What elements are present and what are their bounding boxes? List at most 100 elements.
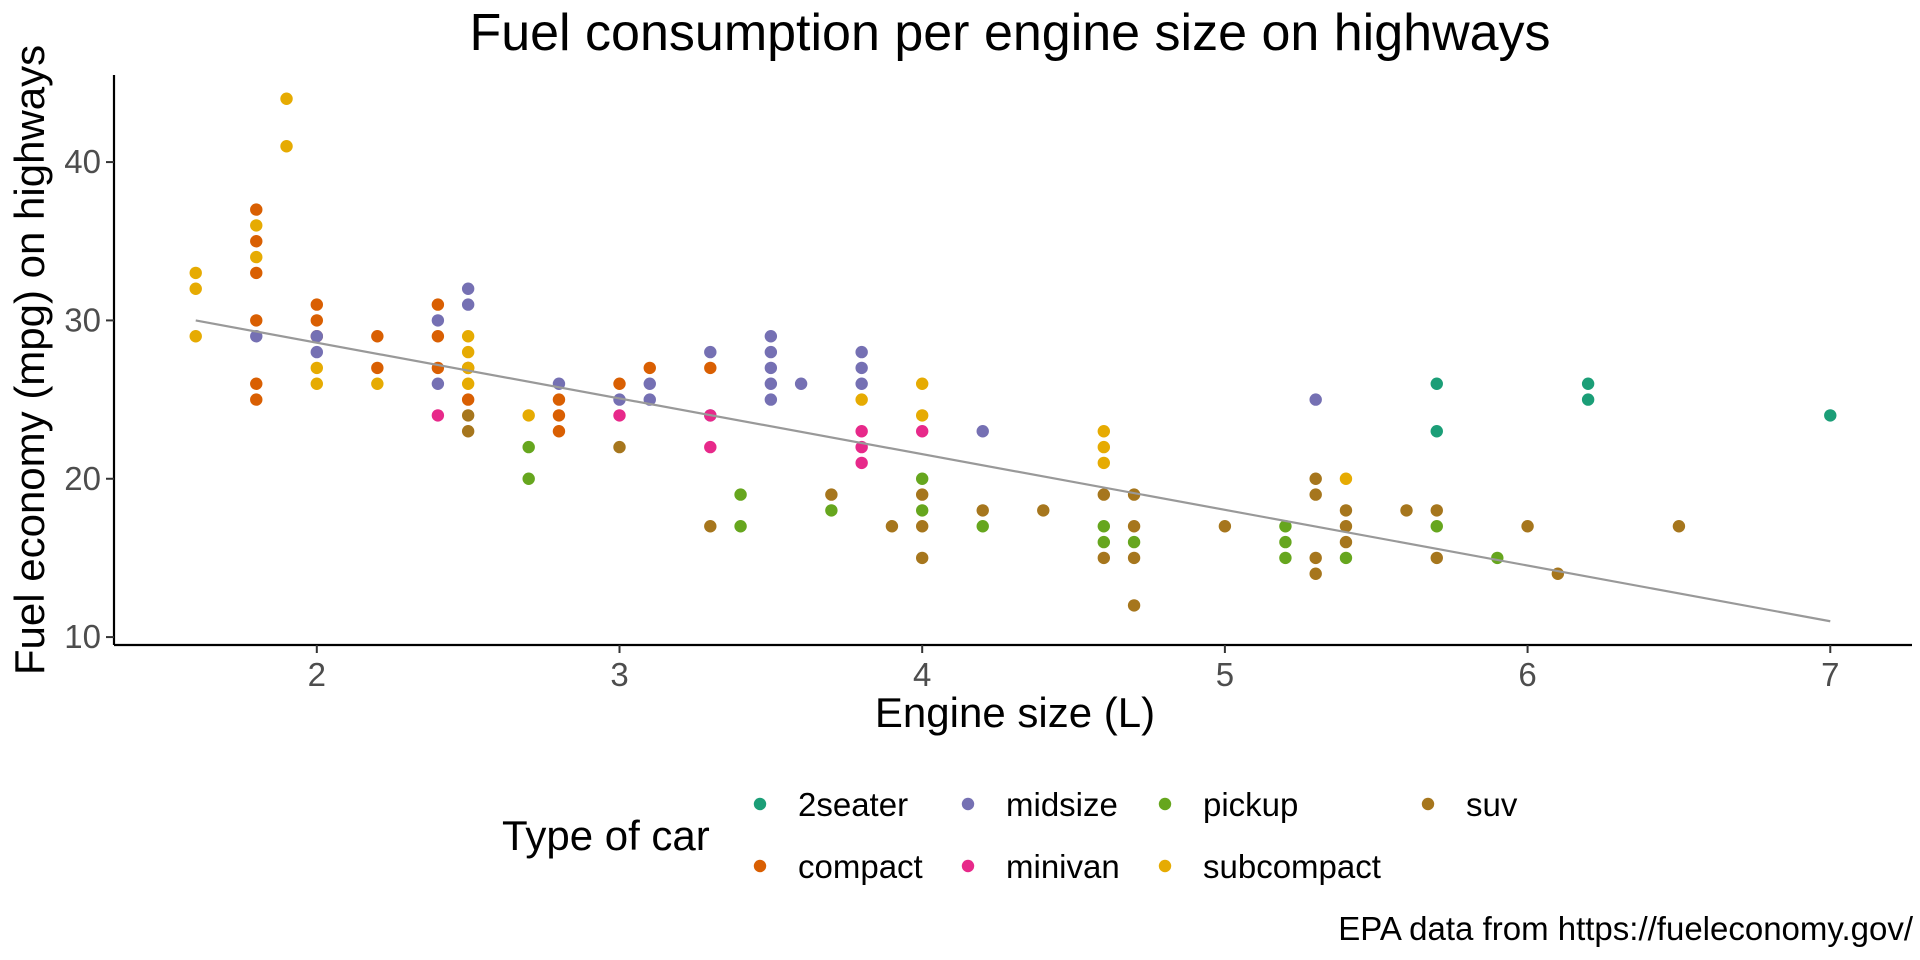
legend-item-minivan: minivan bbox=[961, 848, 1120, 885]
data-point-suv bbox=[885, 520, 899, 533]
data-point-minivan bbox=[915, 425, 929, 438]
data-point-midsize bbox=[1309, 393, 1322, 406]
data-point-suv bbox=[1430, 504, 1443, 517]
y-tick-label: 40 bbox=[64, 143, 101, 180]
x-tick-label: 3 bbox=[610, 656, 628, 693]
data-point-compact bbox=[371, 330, 384, 343]
data-point-subcompact bbox=[461, 377, 475, 390]
data-point-suv bbox=[1521, 520, 1534, 533]
data-point-midsize bbox=[310, 345, 324, 359]
data-point-pickup bbox=[1279, 520, 1292, 533]
data-point-compact bbox=[250, 393, 263, 406]
data-point-2seater bbox=[1430, 377, 1443, 390]
legend-item-suv: suv bbox=[1421, 786, 1518, 823]
data-point-suv bbox=[1218, 520, 1232, 533]
data-point-subcompact bbox=[855, 393, 868, 406]
legend-item-midsize: midsize bbox=[961, 786, 1118, 823]
data-point-suv bbox=[1309, 567, 1322, 580]
data-point-suv bbox=[1339, 520, 1353, 533]
data-point-suv bbox=[1127, 551, 1141, 565]
data-point-pickup bbox=[522, 440, 535, 454]
x-tick-label: 6 bbox=[1518, 656, 1536, 693]
data-point-suv bbox=[1309, 472, 1322, 485]
data-point-pickup bbox=[734, 488, 747, 501]
data-point-subcompact bbox=[1097, 440, 1111, 454]
data-point-suv bbox=[1339, 535, 1353, 549]
data-point-compact bbox=[613, 377, 626, 390]
data-point-2seater bbox=[1581, 393, 1595, 406]
data-point-suv bbox=[1097, 488, 1111, 501]
data-point-compact bbox=[431, 330, 445, 343]
data-point-midsize bbox=[764, 377, 778, 390]
legend-key-compact bbox=[753, 859, 767, 873]
y-tick-label: 30 bbox=[64, 301, 101, 338]
data-point-compact bbox=[552, 425, 566, 438]
data-point-pickup bbox=[1127, 535, 1141, 549]
data-point-suv bbox=[704, 520, 717, 533]
x-axis-title: Engine size (L) bbox=[875, 689, 1155, 736]
data-point-pickup bbox=[1097, 535, 1111, 549]
data-point-midsize bbox=[310, 330, 324, 343]
x-tick-label: 7 bbox=[1821, 656, 1839, 693]
data-point-compact bbox=[431, 298, 445, 311]
data-point-compact bbox=[704, 361, 717, 375]
y-axis-ticks: 10 20 30 40 bbox=[64, 143, 114, 655]
data-point-midsize bbox=[461, 298, 475, 311]
trend-line bbox=[195, 319, 1831, 623]
x-tick-label: 2 bbox=[308, 656, 326, 693]
legend-key-midsize bbox=[961, 797, 975, 811]
data-point-pickup bbox=[1491, 551, 1504, 565]
data-point-minivan bbox=[704, 440, 717, 454]
data-point-pickup bbox=[1097, 520, 1111, 533]
data-point-2seater bbox=[1581, 377, 1595, 390]
data-point-pickup bbox=[825, 504, 838, 517]
data-point-midsize bbox=[704, 345, 717, 359]
legend-label-pickup: pickup bbox=[1203, 786, 1298, 823]
data-point-compact bbox=[250, 377, 263, 390]
data-point-pickup bbox=[1339, 551, 1353, 565]
data-point-compact bbox=[250, 314, 263, 327]
data-point-midsize bbox=[764, 393, 778, 406]
data-point-suv bbox=[1127, 599, 1141, 612]
data-point-compact bbox=[310, 314, 324, 327]
data-point-subcompact bbox=[189, 330, 202, 343]
data-point-midsize bbox=[794, 377, 808, 390]
x-tick-label: 4 bbox=[913, 656, 931, 693]
legend-item-subcompact: subcompact bbox=[1158, 848, 1381, 885]
data-point-pickup bbox=[1279, 551, 1292, 565]
chart-title: Fuel consumption per engine size on high… bbox=[469, 4, 1550, 62]
data-point-subcompact bbox=[1339, 472, 1353, 485]
data-point-midsize bbox=[855, 377, 868, 390]
data-point-2seater bbox=[1824, 409, 1837, 422]
data-point-pickup bbox=[734, 520, 747, 533]
data-point-pickup bbox=[522, 472, 535, 485]
data-point-pickup bbox=[915, 504, 929, 517]
data-point-midsize bbox=[764, 330, 778, 343]
legend-key-minivan bbox=[961, 859, 975, 873]
legend-items: 2seater compact midsize minivan pickup subcom… bbox=[753, 786, 1518, 885]
data-point-compact bbox=[643, 361, 656, 375]
data-point-pickup bbox=[976, 520, 989, 533]
data-point-subcompact bbox=[522, 409, 535, 422]
data-point-suv bbox=[1309, 488, 1322, 501]
legend-label-compact: compact bbox=[798, 848, 923, 885]
data-point-subcompact bbox=[1097, 456, 1111, 470]
data-point-suv bbox=[1097, 551, 1111, 565]
data-point-pickup bbox=[1279, 535, 1292, 549]
data-point-compact bbox=[371, 361, 384, 375]
legend-title: Type of car bbox=[502, 812, 710, 859]
data-point-minivan bbox=[855, 425, 868, 438]
data-point-suv bbox=[1672, 520, 1686, 533]
data-point-pickup bbox=[1430, 520, 1443, 533]
legend-label-2seater: 2seater bbox=[798, 786, 908, 823]
data-point-midsize bbox=[855, 361, 868, 375]
data-point-minivan bbox=[855, 456, 868, 470]
legend-key-pickup bbox=[1158, 797, 1172, 811]
legend-key-subcompact bbox=[1158, 859, 1172, 873]
caption: EPA data from https://fueleconomy.gov/ bbox=[1338, 910, 1914, 947]
data-point-compact bbox=[552, 409, 566, 422]
data-point-midsize bbox=[764, 361, 778, 375]
data-point-pickup bbox=[915, 472, 929, 485]
legend-item-compact: compact bbox=[753, 848, 923, 885]
